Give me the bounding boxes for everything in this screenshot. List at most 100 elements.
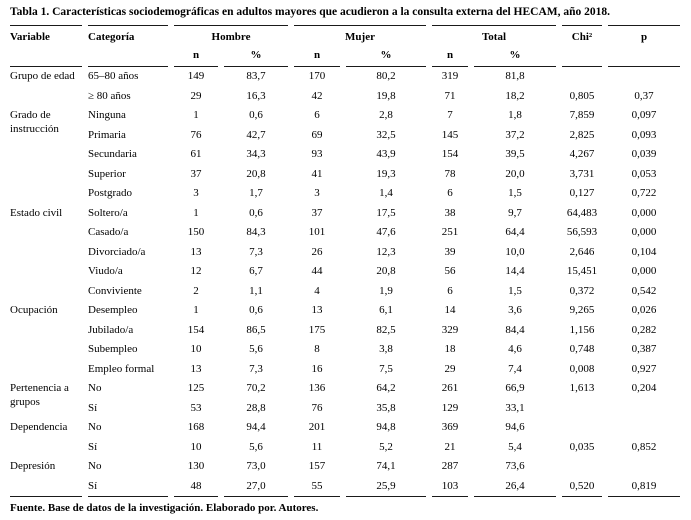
value-cell [562, 399, 602, 419]
value-cell: 33,1 [505, 401, 525, 414]
value-cell: 64,2 [376, 382, 396, 394]
value-cell: 12,3 [376, 245, 396, 258]
category-label: Sí [88, 477, 168, 497]
value-cell: 61 [190, 148, 202, 160]
value-cell: 94,6 [505, 421, 525, 433]
value-cell [608, 399, 680, 419]
value-cell: 1 [193, 109, 199, 121]
value-cell: 1,8 [508, 109, 522, 121]
category-label: No [88, 421, 102, 433]
value-cell: 168 [187, 421, 205, 433]
table-row: Jubilado/a 154 86,5 175 82,5 329 84,4 1,156 0,28… [10, 321, 680, 341]
value-cell: 69 [311, 128, 323, 141]
value-cell: 47,6 [376, 226, 396, 238]
variable-label: Pertenencia a grupos [10, 382, 69, 408]
value-cell: 7,859 [569, 109, 595, 121]
value-cell: 0,204 [631, 382, 657, 394]
value-cell: 0,6 [249, 304, 263, 316]
value-cell: 7,3 [249, 362, 263, 375]
value-cell: 17,5 [376, 206, 396, 219]
value-cell: 76 [190, 128, 202, 141]
value-cell: 1,1 [249, 284, 263, 297]
value-cell: 19,8 [376, 89, 396, 102]
category-label: Primaria [88, 128, 126, 141]
value-cell: 13 [190, 362, 202, 375]
table-row: Divorciado/a 13 7,3 26 12,3 39 10,0 2,646 0,104 [10, 243, 680, 263]
value-cell: 0,282 [631, 323, 657, 336]
col-header-total: Total [432, 25, 557, 47]
value-cell: 55 [294, 477, 340, 497]
value-cell: 3,731 [569, 167, 595, 180]
value-cell: 11 [311, 440, 323, 453]
header-spacer [608, 47, 681, 67]
value-cell: 0,035 [569, 440, 595, 453]
value-cell: 157 [308, 460, 326, 472]
table-row: Sí 53 28,8 76 35,8 129 33,1 [10, 399, 680, 419]
value-cell: 13 [311, 304, 323, 316]
value-cell: 7 [447, 109, 453, 121]
value-cell: 1,5 [508, 187, 522, 199]
col-header-variable: Variable [10, 25, 82, 47]
variable-label: Depresión [10, 457, 82, 497]
table-row: Primaria 76 42,7 69 32,5 145 37,2 2,825 0,093 [10, 126, 680, 146]
value-cell: 4,267 [569, 148, 595, 160]
value-cell: 3 [193, 187, 199, 199]
table-row: Secundaria 61 34,3 93 43,9 154 39,5 4,267 0,039 [10, 145, 680, 165]
value-cell: 29 [190, 89, 202, 102]
value-cell: 5,4 [508, 440, 522, 453]
value-cell: 73,6 [505, 460, 525, 472]
value-cell: 82,5 [376, 323, 396, 336]
table-title: Tabla 1. Características sociodemográfic… [10, 6, 610, 18]
category-label: Subempleo [88, 343, 138, 355]
value-cell: 329 [441, 323, 459, 336]
subcol-header-mujer-pct: % [346, 47, 426, 67]
table-row: Superior 37 20,8 41 19,3 78 20,0 3,731 0,053 [10, 165, 680, 185]
value-cell: 0,039 [631, 148, 657, 160]
subcol-header-mujer-n: n [294, 47, 340, 67]
value-cell: 0,097 [631, 109, 657, 121]
table-row: Empleo formal 13 7,3 16 7,5 29 7,4 0,008 0,927 [10, 360, 680, 380]
variable-label: Grado de instrucción [10, 109, 59, 135]
value-cell: 1,7 [249, 187, 263, 199]
table-row: Grupo de edad 65–80 años 149 83,7 170 80,2 319… [10, 67, 680, 87]
value-cell: 10 [190, 440, 202, 453]
table-row: Sí 10 5,6 11 5,2 21 5,4 0,035 0,852 [10, 438, 680, 458]
value-cell: 0,372 [569, 284, 595, 297]
value-cell: 80,2 [376, 70, 396, 82]
value-cell: 150 [187, 226, 205, 238]
category-label: 65–80 años [88, 70, 139, 82]
col-header-categoria: Categoría [88, 25, 168, 47]
value-cell: 83,7 [246, 70, 266, 82]
table-row: Estado civil Soltero/a 1 0,6 37 17,5 38 9,7 64,4… [10, 204, 680, 224]
category-label: Empleo formal [88, 362, 155, 375]
value-cell: 319 [441, 70, 459, 82]
value-cell: 101 [308, 226, 326, 238]
value-cell: 7,5 [379, 362, 393, 375]
value-cell: 130 [187, 460, 205, 472]
value-cell: 0,6 [249, 109, 263, 121]
variable-label: Grupo de edad [10, 70, 75, 82]
value-cell: 129 [441, 401, 459, 414]
value-cell: 86,5 [246, 323, 266, 336]
value-cell: 0,000 [631, 206, 657, 219]
value-cell: 0,000 [631, 226, 657, 238]
value-cell: 35,8 [376, 401, 396, 414]
value-cell: 3,8 [379, 343, 393, 355]
value-cell: 7,3 [249, 245, 263, 258]
value-cell: 10 [190, 343, 202, 355]
value-cell: 2,646 [569, 245, 595, 258]
value-cell: 5,2 [379, 440, 393, 453]
value-cell: 2,825 [569, 128, 595, 141]
value-cell [562, 67, 602, 87]
value-cell: 26,4 [474, 477, 557, 497]
value-cell: 4,6 [508, 343, 522, 355]
value-cell: 64,483 [566, 206, 598, 219]
value-cell: 76 [311, 401, 323, 414]
value-cell: 42 [311, 89, 323, 102]
value-cell: 154 [441, 148, 459, 160]
value-cell: 71 [444, 89, 456, 102]
table-source-note: Fuente. Base de datos de la investigació… [10, 502, 319, 514]
value-cell: 4 [314, 284, 320, 297]
value-cell: 6,7 [249, 265, 263, 277]
value-cell: 18,2 [505, 89, 525, 102]
